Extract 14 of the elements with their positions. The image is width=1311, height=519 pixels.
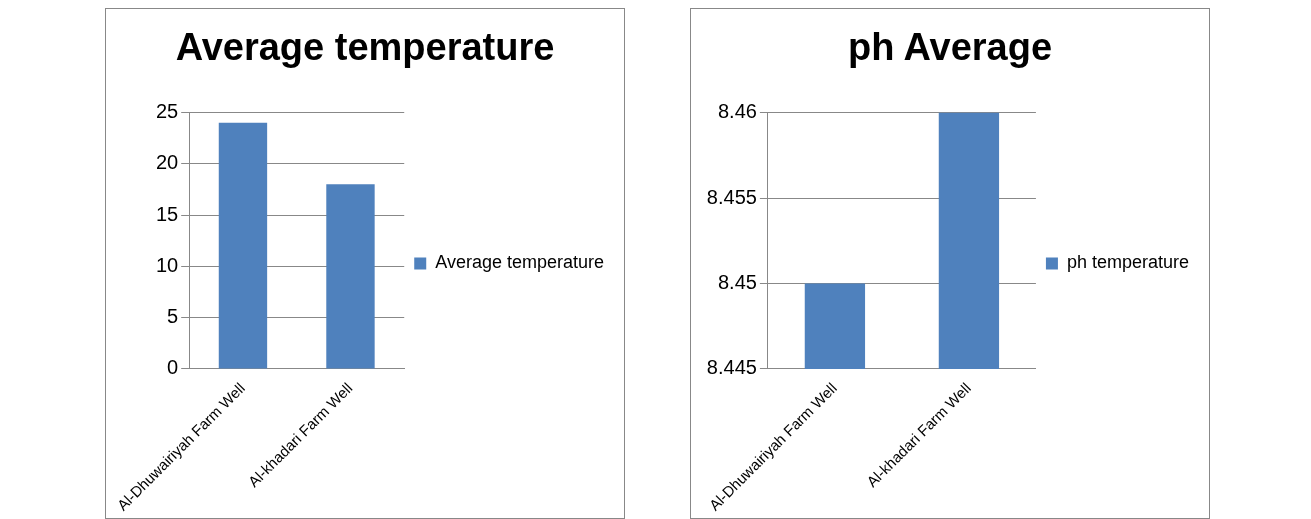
y-tick-label: 25: [155, 100, 179, 123]
y-tick-label: 8.445: [706, 356, 757, 379]
chart-title: Average temperature: [175, 26, 555, 69]
legend-label: Average temperature: [435, 252, 605, 273]
y-tick-label: 8.455: [706, 185, 757, 208]
y-tick-label: 8.45: [717, 270, 757, 293]
y-tick-label: 15: [155, 202, 179, 225]
y-tick-label: 5: [167, 305, 179, 328]
y-tick-label: 10: [155, 253, 179, 276]
legend-label: ph temperature: [1066, 252, 1190, 273]
chart-title: ph Average: [847, 26, 1053, 69]
y-tick-label: 8.46: [717, 100, 757, 123]
y-tick-label: 20: [155, 151, 179, 174]
y-tick-label: 0: [167, 356, 179, 379]
